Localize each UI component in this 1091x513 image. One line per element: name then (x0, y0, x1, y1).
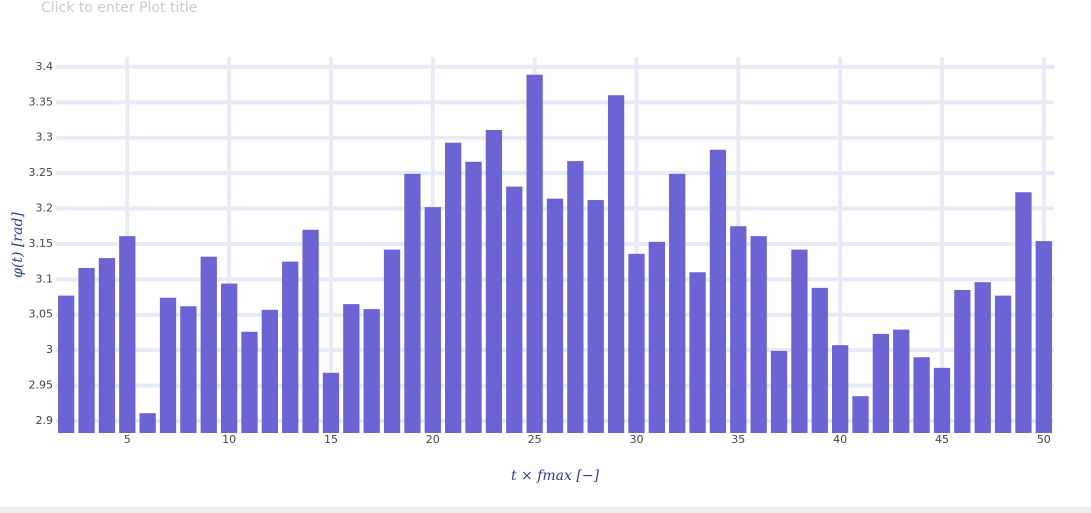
bar (709, 149, 727, 433)
bar (78, 268, 95, 433)
bar (791, 249, 808, 433)
bar (689, 272, 706, 433)
x-tick-label: 30 (629, 433, 643, 446)
bar (770, 350, 788, 433)
x-tick-label: 25 (528, 433, 542, 446)
bar (974, 282, 991, 433)
bar (485, 129, 503, 433)
bar (343, 304, 360, 433)
y-tick-label: 3.25 (29, 166, 54, 179)
bar (261, 309, 279, 433)
bar (546, 198, 564, 433)
bar (628, 253, 645, 433)
bar (994, 295, 1012, 433)
x-axis-title: t × fmax [−] (511, 468, 600, 484)
bar (424, 207, 441, 433)
bar (282, 261, 299, 433)
bar (139, 413, 156, 433)
bar (404, 173, 421, 433)
bar (302, 229, 319, 433)
bar (913, 357, 930, 433)
x-tick-label: 5 (124, 433, 131, 446)
bar (872, 333, 890, 433)
bar (241, 331, 258, 433)
bar (587, 200, 604, 433)
bar (322, 372, 340, 433)
y-tick-label: 3.2 (36, 202, 54, 215)
bar (180, 306, 197, 433)
bar (831, 345, 849, 433)
chart-title[interactable]: Click to enter Plot title (41, 0, 197, 16)
bar (1035, 241, 1052, 433)
bar (811, 287, 828, 433)
x-tick-label: 35 (731, 433, 745, 446)
x-tick-label: 10 (222, 433, 236, 446)
y-tick-label: 3 (46, 343, 53, 356)
x-tick-label: 15 (324, 433, 338, 446)
bar (363, 309, 380, 433)
y-tick-label: 2.9 (36, 414, 54, 427)
bar (58, 295, 75, 433)
bar (852, 396, 869, 433)
y-tick-label: 3.35 (29, 95, 54, 108)
bar (954, 289, 971, 433)
bar (893, 329, 910, 433)
bar (506, 186, 523, 433)
x-tick-label: 50 (1037, 433, 1051, 446)
bar (98, 258, 116, 433)
bar (119, 236, 136, 433)
bar (607, 95, 625, 433)
y-tick-label: 3.4 (36, 60, 54, 73)
bar (567, 161, 584, 433)
x-tick-label: 20 (426, 433, 440, 446)
y-tick-label: 3.05 (29, 308, 54, 321)
bar (669, 173, 686, 433)
bottom-strip (0, 507, 1091, 513)
bar (526, 74, 543, 433)
bar (159, 297, 177, 433)
bar (730, 226, 747, 433)
bar (220, 283, 238, 433)
bar (200, 256, 217, 433)
y-tick-label: 3.15 (29, 237, 54, 250)
bar (933, 367, 951, 433)
x-tick-label: 40 (833, 433, 847, 446)
bar (750, 236, 767, 433)
x-tick-label: 45 (935, 433, 949, 446)
bar (383, 249, 401, 433)
bar (1015, 192, 1032, 433)
y-tick-label: 3.1 (36, 272, 54, 285)
bar (648, 241, 665, 433)
bar (445, 142, 462, 433)
y-axis-title: φ(t) [rad] (10, 212, 26, 278)
y-tick-label: 3.3 (36, 131, 54, 144)
bar (465, 161, 482, 433)
y-tick-label: 2.95 (29, 379, 54, 392)
